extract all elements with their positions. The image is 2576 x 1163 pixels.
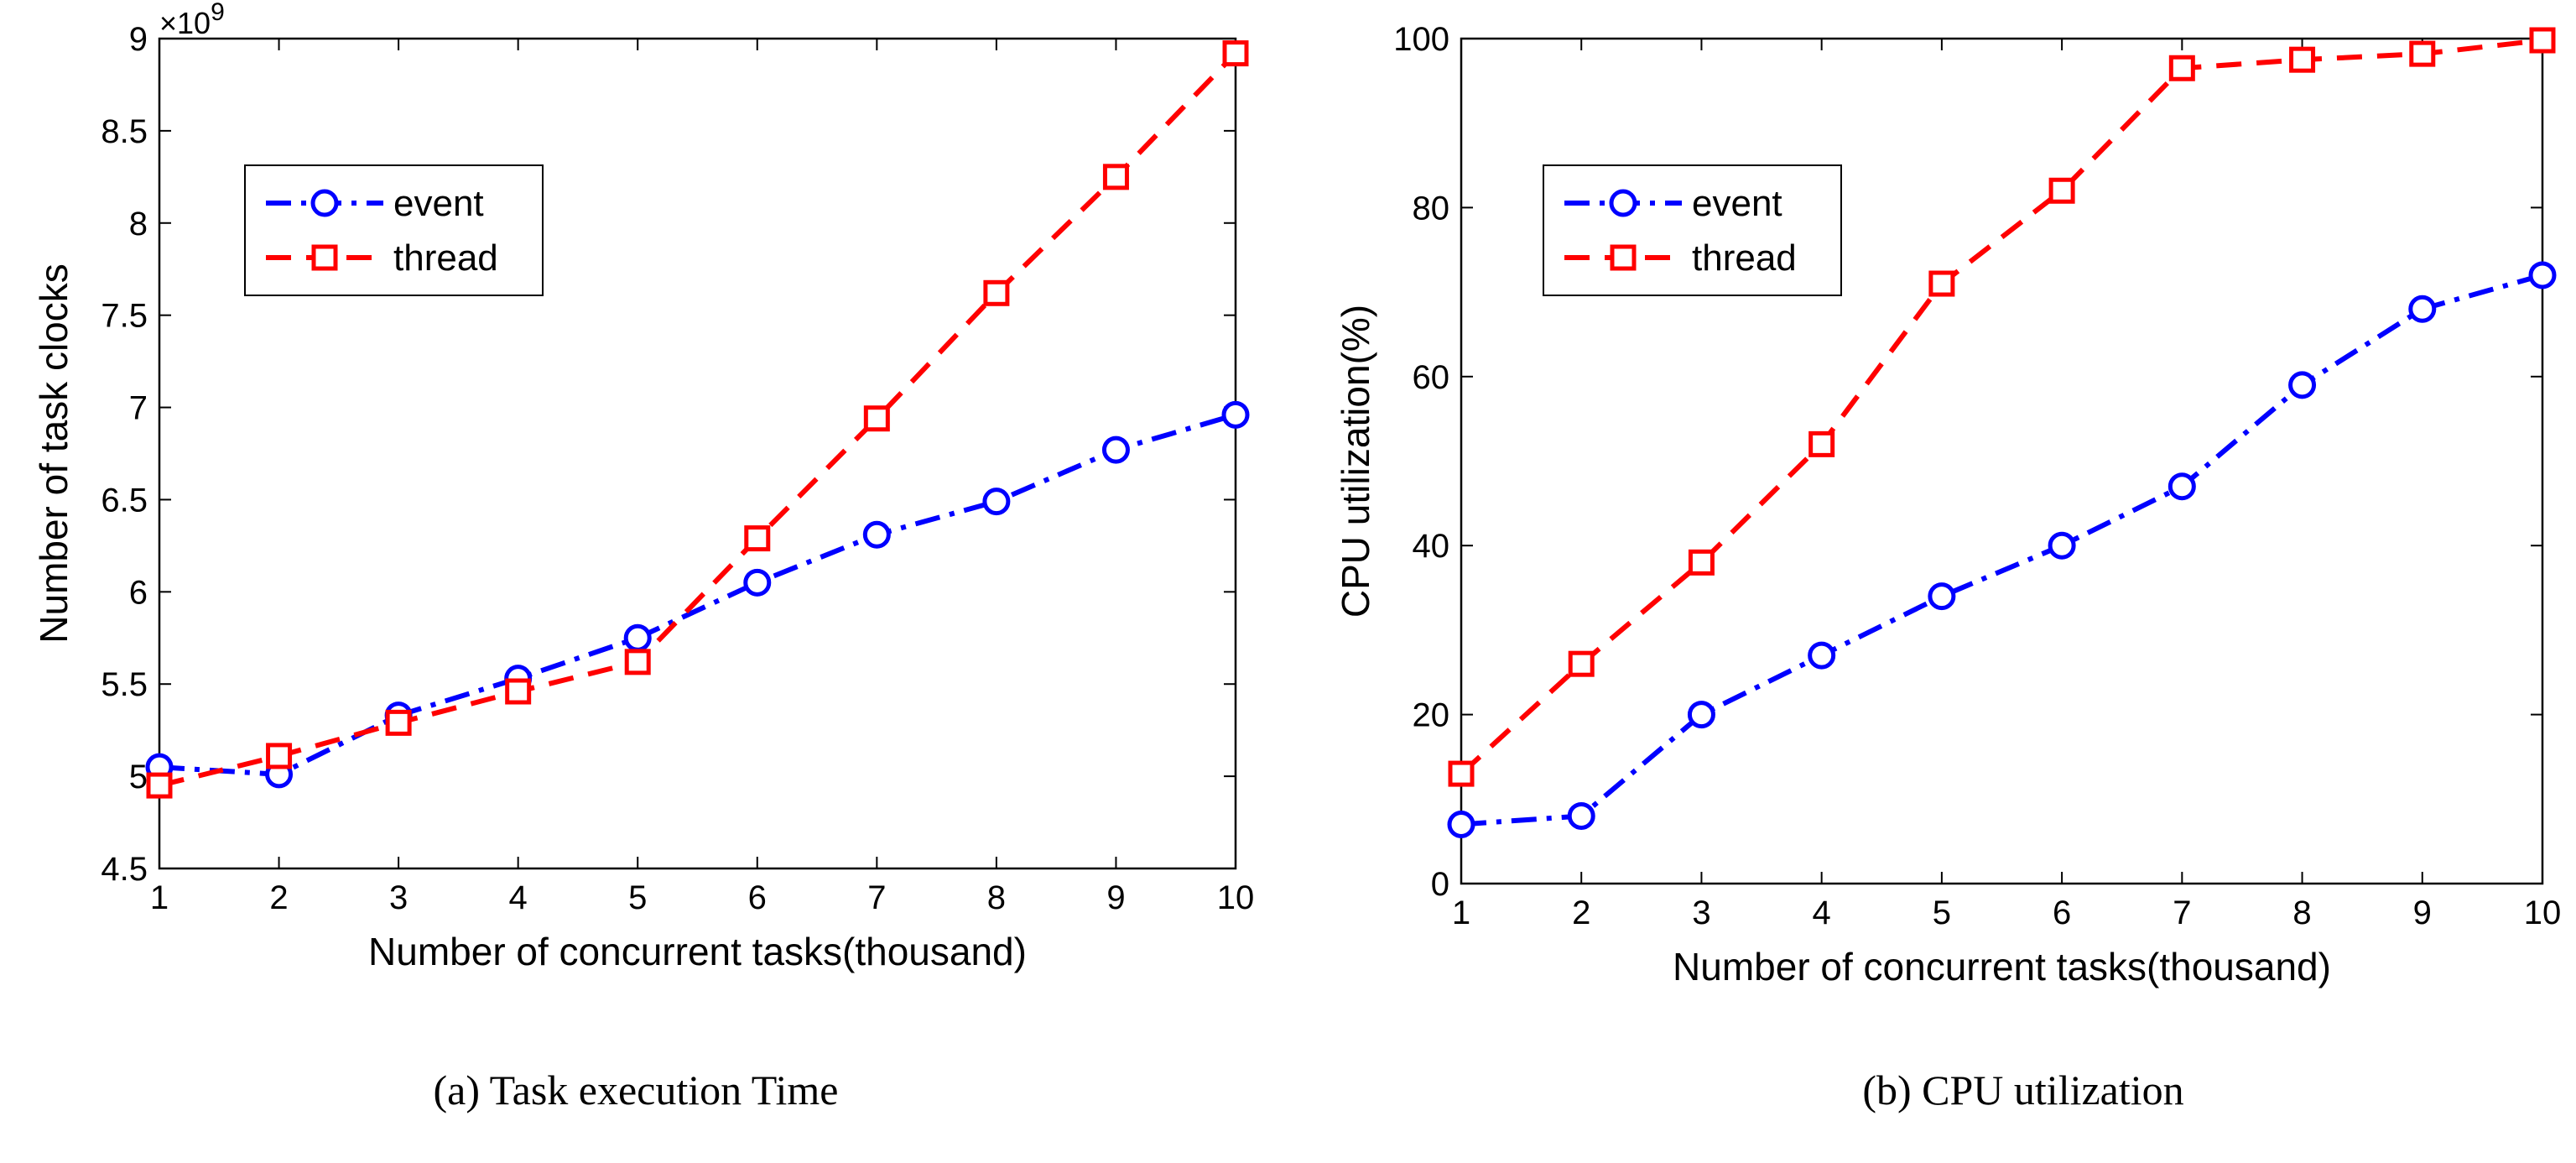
exec-point-thread — [385, 709, 412, 736]
cpu-x-tick-label: 2 — [1572, 894, 1590, 931]
cpu-legend-marker-thread — [1610, 244, 1637, 271]
cpu-x-tick-label: 5 — [1933, 894, 1951, 931]
exec-y-tick-label: 5 — [129, 759, 148, 795]
cpu-y-tick-label: 0 — [1431, 866, 1449, 903]
cpu-series-line-event — [1460, 273, 2543, 827]
cpu-point-thread — [2409, 40, 2436, 67]
cpu-x-tick-label: 8 — [2292, 894, 2311, 931]
cpu-x-tick-label: 9 — [2413, 894, 2432, 931]
cpu-y-tick-label: 40 — [1413, 528, 1450, 565]
exec-x-tick-label: 8 — [987, 879, 1006, 916]
cpu-x-tick-label: 7 — [2173, 894, 2191, 931]
exec-point-event — [1221, 400, 1250, 429]
exec-y-tick-label: 6 — [129, 574, 148, 611]
exec-x-tick-label: 3 — [389, 879, 408, 916]
cpu-point-event — [2167, 472, 2196, 501]
exec-point-thread — [1102, 164, 1129, 190]
exec-point-event — [862, 520, 891, 549]
exec-point-thread — [863, 405, 890, 432]
exec-series-line-thread — [159, 51, 1238, 789]
cpu-legend-label-event: event — [1692, 183, 1782, 224]
exec-y-axis-label: Number of task clocks — [32, 263, 75, 643]
exec-legend-marker-thread — [311, 244, 338, 271]
cpu-legend-label-thread: thread — [1692, 237, 1797, 279]
cpu-point-thread — [2168, 55, 2195, 81]
exec-x-tick-label: 5 — [628, 879, 647, 916]
exec-y-tick-label: 7 — [129, 390, 148, 427]
cpu-y-axis-label: CPU utilization(%) — [1334, 305, 1377, 618]
exec-point-thread — [266, 743, 293, 769]
exec-point-thread — [983, 279, 1010, 306]
exec-x-tick-label: 4 — [509, 879, 528, 916]
exec-y-tick-label: 7.5 — [101, 298, 148, 335]
cpu-point-event — [1567, 801, 1595, 830]
exec-x-tick-label: 2 — [269, 879, 288, 916]
exec-x-tick-label: 6 — [748, 879, 767, 916]
exec-legend-label-event: event — [393, 183, 484, 224]
exec-point-thread — [505, 678, 532, 705]
exec-x-tick-label: 1 — [150, 879, 169, 916]
cpu-x-tick-label: 1 — [1452, 894, 1470, 931]
caption-cpu-utilization: (b) CPU utilization — [1862, 1067, 2184, 1113]
cpu-x-tick-label: 3 — [1692, 894, 1710, 931]
cpu-point-event — [1928, 582, 1956, 611]
cpu-x-tick-label: 4 — [1813, 894, 1831, 931]
cpu-point-thread — [1448, 760, 1475, 787]
cpu-point-thread — [1568, 650, 1595, 677]
exec-legend: event thread — [244, 164, 544, 296]
cpu-x-tick-label: 6 — [2053, 894, 2071, 931]
exec-chart: 1 2 3 4 5 6 7 8 9 10 4.5 5 5.5 6 6.5 7 7.5 8 8.5 9 Number of… — [32, 0, 1254, 973]
exec-point-event — [743, 568, 772, 597]
exec-y-tick-label: 6.5 — [101, 482, 148, 519]
exec-point-thread — [624, 649, 651, 675]
exec-legend-marker-event — [310, 189, 339, 217]
cpu-y-tick-label: 60 — [1413, 359, 1450, 396]
cpu-point-thread — [1688, 549, 1715, 576]
cpu-point-event — [2048, 531, 2076, 560]
exec-series-line-event — [159, 412, 1236, 777]
exec-legend-box — [244, 164, 544, 296]
exec-y-exponent-label: ×109 — [159, 0, 225, 40]
exec-legend-label-thread: thread — [393, 237, 498, 279]
cpu-y-tick-label: 100 — [1393, 21, 1449, 58]
cpu-point-thread — [2529, 27, 2556, 54]
exec-x-tick-label: 7 — [867, 879, 886, 916]
caption-task-execution-time: (a) Task execution Time — [433, 1067, 839, 1113]
cpu-y-tick-label: 80 — [1413, 190, 1450, 227]
exec-y-tick-label: 5.5 — [101, 666, 148, 703]
cpu-point-thread — [1808, 430, 1835, 457]
exec-point-thread — [744, 525, 771, 552]
cpu-point-event — [1447, 811, 1475, 839]
exec-point-event — [1101, 435, 1130, 464]
cpu-point-thread — [2048, 177, 2075, 204]
cpu-point-thread — [1928, 270, 1955, 297]
cpu-point-event — [1808, 641, 1836, 670]
cpu-point-event — [1687, 701, 1715, 729]
cpu-y-tick-label: 20 — [1413, 697, 1450, 734]
exec-point-event — [982, 488, 1011, 516]
exec-y-tick-label: 8 — [129, 206, 148, 243]
exec-point-thread — [1222, 40, 1249, 67]
exec-y-tick-label: 4.5 — [101, 851, 148, 888]
cpu-point-event — [2288, 371, 2317, 399]
cpu-legend: event thread — [1543, 164, 1842, 296]
cpu-x-tick-label: 10 — [2524, 894, 2562, 931]
cpu-point-thread — [2289, 46, 2316, 73]
cpu-x-axis-label: Number of concurrent tasks(thousand) — [1673, 945, 2331, 988]
exec-y-tick-label: 8.5 — [101, 113, 148, 150]
cpu-legend-box — [1543, 164, 1842, 296]
exec-point-event — [623, 623, 652, 652]
exec-y-tick-label: 9 — [129, 21, 148, 58]
cpu-point-event — [2528, 261, 2557, 289]
exec-point-thread — [146, 772, 173, 799]
exec-x-axis-label: Number of concurrent tasks(thousand) — [368, 930, 1027, 973]
exec-x-tick-label: 9 — [1106, 879, 1125, 916]
exec-x-tick-label: 10 — [1217, 879, 1255, 916]
cpu-point-event — [2408, 295, 2437, 323]
cpu-legend-marker-event — [1609, 189, 1637, 217]
